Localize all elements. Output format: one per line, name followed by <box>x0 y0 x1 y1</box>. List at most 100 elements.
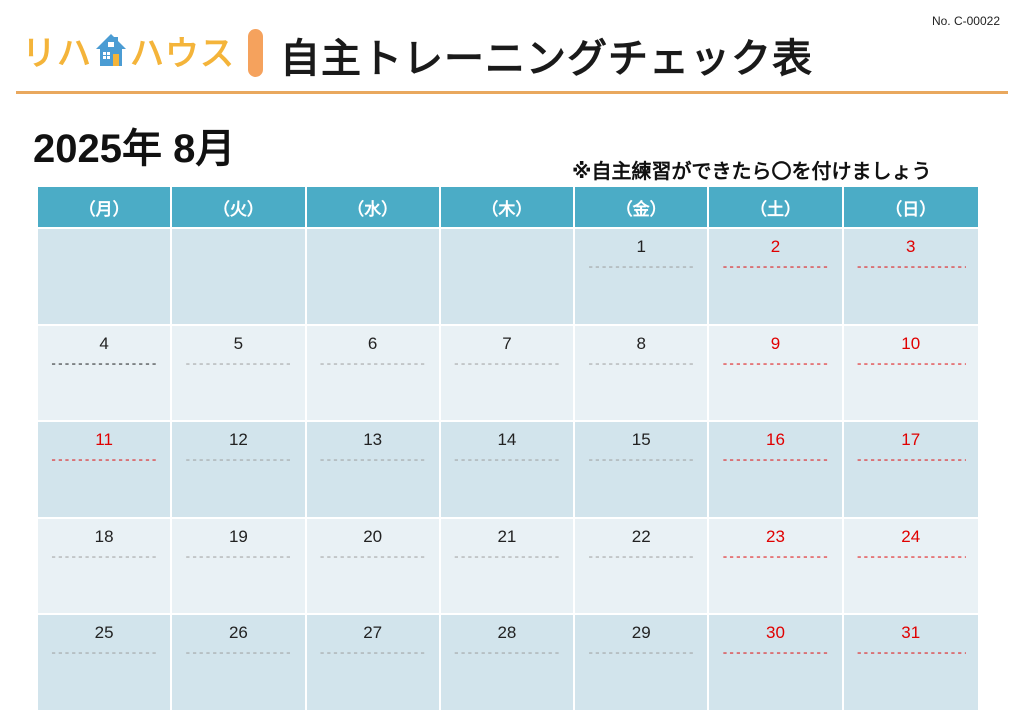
day-number: 26 <box>228 623 248 642</box>
calendar-day-cell[interactable]: 30 ----------------- <box>709 615 844 710</box>
day-number: 12 <box>228 430 248 449</box>
check-dash-line: ----------------- <box>318 549 427 564</box>
check-dash-line: ----------------- <box>318 356 427 371</box>
day-number: 7 <box>502 333 512 353</box>
weekday-header-cell: （木） <box>440 187 576 227</box>
weekday-header: （月） （火） （水） （木） （金） （土） （日） <box>38 187 978 227</box>
check-dash-line: ----------------- <box>50 453 159 467</box>
calendar-day-cell[interactable]: 14 ----------------- <box>440 422 576 517</box>
check-dash-line: ----------------- <box>587 549 696 564</box>
calendar-day-cell[interactable]: 17 ----------------- <box>843 422 978 517</box>
day-number: 29 <box>631 623 651 642</box>
calendar-day-cell[interactable] <box>306 229 441 324</box>
calendar-day-cell[interactable]: 20 ----------------- <box>306 518 441 613</box>
calendar-day-cell[interactable]: 5 ----------------- <box>172 325 307 420</box>
day-number: 11 <box>95 430 113 449</box>
calendar-day-cell[interactable]: 16 ----------------- <box>709 422 844 517</box>
calendar-day-cell[interactable]: 8 ----------------- <box>575 325 710 420</box>
day-number: 25 <box>94 623 114 642</box>
document-number: No. C-00022 <box>931 14 1000 28</box>
calendar-day-cell[interactable]: 31 ----------------- <box>843 615 978 710</box>
check-dash-line: ----------------- <box>452 646 562 660</box>
calendar-day-cell[interactable]: 3 ----------------- <box>843 229 978 324</box>
day-number: 21 <box>497 526 517 546</box>
day-number: 4 <box>99 333 109 353</box>
title-accent-bar <box>248 29 263 77</box>
calendar-day-cell[interactable]: 7 ----------------- <box>440 325 576 420</box>
weekday-header-cell: （日） <box>843 187 978 227</box>
calendar-day-cell[interactable]: 29 ----------------- <box>575 615 710 710</box>
month-label: 2025年 8月 <box>33 127 236 171</box>
day-number: 17 <box>901 430 921 449</box>
calendar-day-cell[interactable]: 6 ----------------- <box>306 325 441 420</box>
day-number: 10 <box>901 333 921 353</box>
calendar-day-cell[interactable]: 1 ----------------- <box>575 229 710 324</box>
calendar-day-cell[interactable]: 22 ----------------- <box>575 518 710 613</box>
calendar-day-cell[interactable] <box>172 229 307 324</box>
calendar-body: 1 ----------------- 2 ----------------- 3 ---… <box>38 227 978 710</box>
check-dash-line: ----------------- <box>855 453 966 467</box>
calendar-day-cell[interactable]: 13 ----------------- <box>306 422 441 517</box>
day-number: 18 <box>94 526 114 546</box>
day-number: 3 <box>905 237 916 256</box>
day-number: 8 <box>636 333 646 353</box>
check-dash-line: ----------------- <box>184 356 293 371</box>
check-dash-line: ----------------- <box>587 646 696 660</box>
calendar-day-cell[interactable] <box>38 229 173 324</box>
calendar: （月） （火） （水） （木） （金） （土） （日） 1 -----------------… <box>38 187 978 710</box>
calendar-day-cell[interactable]: 26 ----------------- <box>172 615 307 710</box>
check-dash-line: ----------------- <box>184 453 293 467</box>
check-dash-line: ----------------- <box>184 646 293 660</box>
calendar-day-cell[interactable]: 21 ----------------- <box>440 518 576 613</box>
day-number: 19 <box>228 526 248 546</box>
day-number: 30 <box>766 623 785 642</box>
check-dash-line: ----------------- <box>721 646 830 660</box>
check-dash-line: ----------------- <box>721 356 830 371</box>
check-dash-line: ----------------- <box>452 549 562 564</box>
calendar-day-cell[interactable]: 25 ----------------- <box>38 615 173 710</box>
day-number: 16 <box>766 430 785 449</box>
calendar-day-cell[interactable]: 19 ----------------- <box>172 518 307 613</box>
check-dash-line: ----------------- <box>50 356 159 371</box>
calendar-day-cell[interactable]: 27 ----------------- <box>306 615 441 710</box>
day-number: 5 <box>233 333 244 353</box>
weekday-header-cell: （月） <box>38 187 173 227</box>
weekday-header-cell: （土） <box>709 187 844 227</box>
day-number: 28 <box>497 623 517 642</box>
instruction-note: ※自主練習ができたら〇を付けましょう <box>572 159 932 183</box>
day-number: 20 <box>363 526 383 546</box>
calendar-day-cell[interactable]: 11 ----------------- <box>38 422 173 517</box>
day-number: 27 <box>363 623 383 642</box>
calendar-day-cell[interactable]: 2 ----------------- <box>709 229 844 324</box>
calendar-day-cell[interactable]: 4 ----------------- <box>38 325 173 420</box>
check-dash-line: ----------------- <box>855 549 966 564</box>
day-number: 9 <box>770 333 781 353</box>
day-number: 15 <box>631 430 651 449</box>
calendar-day-cell[interactable]: 18 ----------------- <box>38 518 173 613</box>
calendar-day-cell[interactable]: 23 ----------------- <box>709 518 844 613</box>
logo-text-house: ハウス <box>130 33 235 74</box>
calendar-day-cell[interactable]: 9 ----------------- <box>709 325 844 420</box>
calendar-week-row: 1 ----------------- 2 ----------------- 3 ---… <box>38 227 978 324</box>
day-number: 13 <box>363 430 383 449</box>
logo: リハ ハウス <box>22 28 235 74</box>
check-dash-line: ----------------- <box>452 453 562 467</box>
calendar-week-row: 18 ----------------- 19 ----------------- 20… <box>38 516 978 613</box>
logo-text-riha: リハ <box>22 33 92 74</box>
day-number: 6 <box>367 333 378 353</box>
day-number: 23 <box>766 526 785 546</box>
weekday-header-cell: （火） <box>172 187 307 227</box>
calendar-day-cell[interactable]: 15 ----------------- <box>575 422 710 517</box>
check-dash-line: ----------------- <box>452 356 562 371</box>
calendar-day-cell[interactable]: 24 ----------------- <box>843 518 978 613</box>
calendar-day-cell[interactable]: 28 ----------------- <box>440 615 576 710</box>
check-dash-line: ----------------- <box>721 260 830 274</box>
day-number: 22 <box>631 526 651 546</box>
calendar-day-cell[interactable]: 12 ----------------- <box>172 422 307 517</box>
calendar-day-cell[interactable] <box>440 229 576 324</box>
check-dash-line: ----------------- <box>587 356 696 371</box>
calendar-day-cell[interactable]: 10 ----------------- <box>843 325 978 420</box>
check-dash-line: ----------------- <box>721 453 830 467</box>
day-number: 2 <box>770 237 781 256</box>
weekday-header-cell: （水） <box>306 187 441 227</box>
